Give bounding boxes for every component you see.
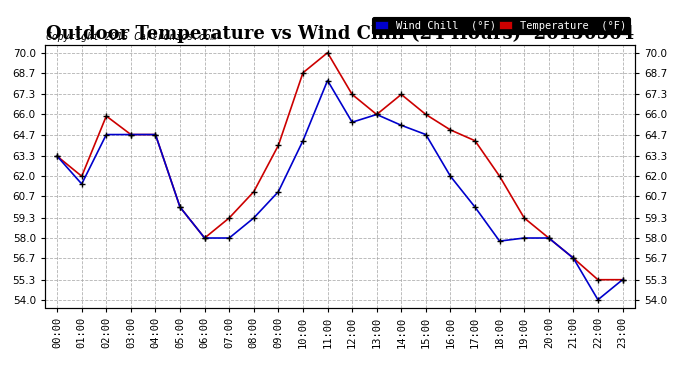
Text: Copyright 2015 Cartronics.com: Copyright 2015 Cartronics.com (46, 32, 217, 42)
Title: Outdoor Temperature vs Wind Chill (24 Hours)  20150504: Outdoor Temperature vs Wind Chill (24 Ho… (46, 25, 634, 44)
Legend: Wind Chill  (°F), Temperature  (°F): Wind Chill (°F), Temperature (°F) (373, 17, 629, 34)
